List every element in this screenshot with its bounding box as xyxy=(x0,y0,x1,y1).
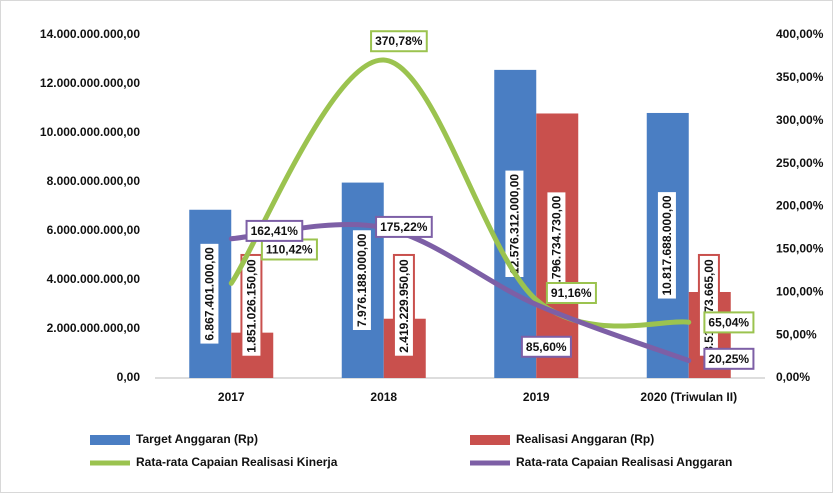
x-tick-label: 2017 xyxy=(218,390,245,404)
line-value-text: 85,60% xyxy=(526,340,567,354)
y2-tick-label: 200,00% xyxy=(776,199,824,213)
line-value-label: 85,60% xyxy=(520,335,572,358)
y-tick-label: 0,00 xyxy=(117,370,141,384)
y-tick-label: 4.000.000.000,00 xyxy=(47,272,141,286)
y-tick-label: 8.000.000.000,00 xyxy=(47,174,141,188)
x-tick-label: 2019 xyxy=(523,390,550,404)
y2-tick-label: 0,00% xyxy=(776,370,810,384)
bar-value-label: 3.510.273.665,00 xyxy=(697,253,720,358)
line-value-text: 175,22% xyxy=(380,220,428,234)
label-box xyxy=(392,253,415,358)
label-box xyxy=(375,215,433,238)
line-value-text: 162,41% xyxy=(251,224,299,238)
line-value-label: 65,04% xyxy=(703,311,755,334)
y-tick-label: 12.000.000.000,00 xyxy=(40,76,140,90)
x-tick-label: 2020 (Triwulan II) xyxy=(640,390,737,404)
label-box xyxy=(545,282,597,305)
bar-value-text: 1.851.026.150,00 xyxy=(244,259,258,353)
legend-swatch xyxy=(90,435,130,445)
label-box xyxy=(370,30,428,53)
bar-value-text: 10.817.688.000,00 xyxy=(660,195,674,295)
y2-tick-label: 50,00% xyxy=(776,327,817,341)
line-value-label: 370,78% xyxy=(370,30,428,53)
label-box xyxy=(245,219,304,242)
bar-value-text: 7.976.188.000,00 xyxy=(355,233,369,327)
label-box xyxy=(350,228,373,333)
legend-label: Target Anggaran (Rp) xyxy=(136,432,258,446)
label-box xyxy=(703,347,755,370)
bar-value-text: 2.419.229.950,00 xyxy=(397,259,411,353)
line-value-text: 65,04% xyxy=(708,315,749,329)
y2-tick-label: 400,00% xyxy=(776,27,824,41)
label-box xyxy=(240,253,263,358)
label-box xyxy=(198,241,221,346)
bar-value-text: 10.796.734.730,00 xyxy=(549,195,563,295)
bar-value-label: 10.796.734.730,00 xyxy=(545,190,568,301)
bar-value-label: 10.817.688.000,00 xyxy=(655,190,678,301)
y2-tick-label: 250,00% xyxy=(776,156,824,170)
legend-swatch xyxy=(470,435,510,445)
line-value-label: 20,25% xyxy=(703,347,755,370)
line-value-text: 370,78% xyxy=(375,34,423,48)
y2-tick-label: 150,00% xyxy=(776,242,824,256)
y2-tick-label: 350,00% xyxy=(776,70,824,84)
line-value-text: 91,16% xyxy=(551,286,592,300)
bar-value-label: 12.576.312.000,00 xyxy=(503,168,526,279)
y-tick-label: 10.000.000.000,00 xyxy=(40,125,140,139)
y2-tick-label: 300,00% xyxy=(776,113,824,127)
bar-value-text: 12.576.312.000,00 xyxy=(507,174,521,274)
label-box xyxy=(520,335,572,358)
line xyxy=(228,57,692,329)
legend-label: Realisasi Anggaran (Rp) xyxy=(516,432,654,446)
line-value-label: 162,41% xyxy=(245,219,304,242)
bar-value-text: 6.867.401.000,00 xyxy=(202,247,216,341)
label-box xyxy=(503,168,526,279)
bar-value-label: 1.851.026.150,00 xyxy=(240,253,263,358)
bar-value-text: 3.510.273.665,00 xyxy=(702,259,716,353)
bar-value-label: 7.976.188.000,00 xyxy=(350,228,373,333)
legend-label: Rata-rata Capaian Realisasi Anggaran xyxy=(516,455,732,469)
y-tick-label: 6.000.000.000,00 xyxy=(47,223,141,237)
label-box xyxy=(655,190,678,301)
line-value-label: 175,22% xyxy=(375,215,433,238)
y-tick-label: 14.000.000.000,00 xyxy=(40,27,140,41)
line-value-label: 110,42% xyxy=(260,238,318,261)
line-value-label: 91,16% xyxy=(545,282,597,305)
y-tick-label: 2.000.000.000,00 xyxy=(47,321,141,335)
legend-label: Rata-rata Capaian Realisasi Kinerja xyxy=(136,455,338,469)
line-value-text: 110,42% xyxy=(266,242,313,256)
bar-value-label: 6.867.401.000,00 xyxy=(198,241,221,346)
line-value-text: 20,25% xyxy=(708,352,749,366)
bar-value-label: 2.419.229.950,00 xyxy=(392,253,415,358)
x-tick-label: 2018 xyxy=(370,390,397,404)
label-box xyxy=(703,311,755,334)
y2-tick-label: 100,00% xyxy=(776,284,824,298)
